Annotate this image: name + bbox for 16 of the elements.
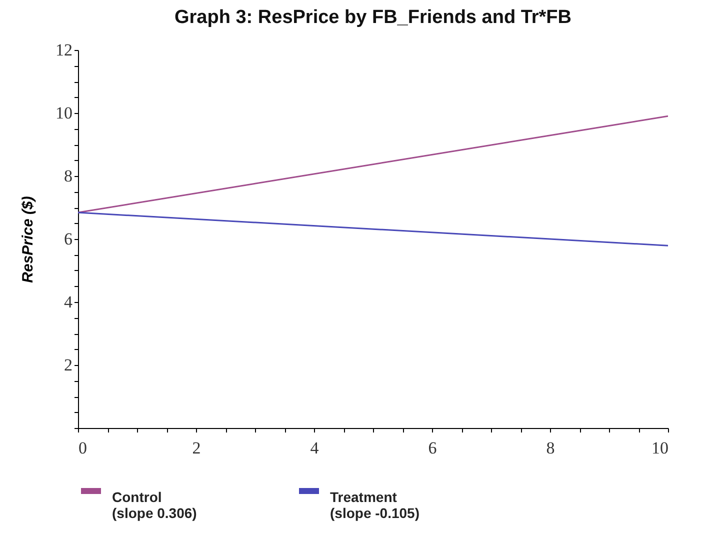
legend-label: Treatment (slope -0.105) bbox=[330, 489, 420, 521]
chart-title: Graph 3: ResPrice by FB_Friends and Tr*FB bbox=[174, 7, 572, 28]
y-tick-label: 12 bbox=[56, 40, 72, 60]
y-axis-title: ResPrice ($) bbox=[20, 196, 36, 283]
legend-label: Control (slope 0.306) bbox=[112, 489, 197, 521]
x-tick-label: 10 bbox=[652, 438, 668, 458]
x-tick-label: 6 bbox=[428, 438, 437, 458]
y-tick-label: 6 bbox=[64, 230, 72, 248]
y-tick-label: 2 bbox=[64, 356, 72, 374]
y-tick-label: 8 bbox=[64, 166, 72, 186]
x-tick-label: 4 bbox=[310, 438, 320, 458]
x-tick-label: 0 bbox=[78, 438, 87, 458]
x-tick-label: 2 bbox=[192, 438, 201, 458]
x-tick-label: 8 bbox=[546, 438, 555, 458]
y-tick-label: 10 bbox=[56, 104, 72, 122]
y-tick-label: 4 bbox=[64, 292, 73, 312]
